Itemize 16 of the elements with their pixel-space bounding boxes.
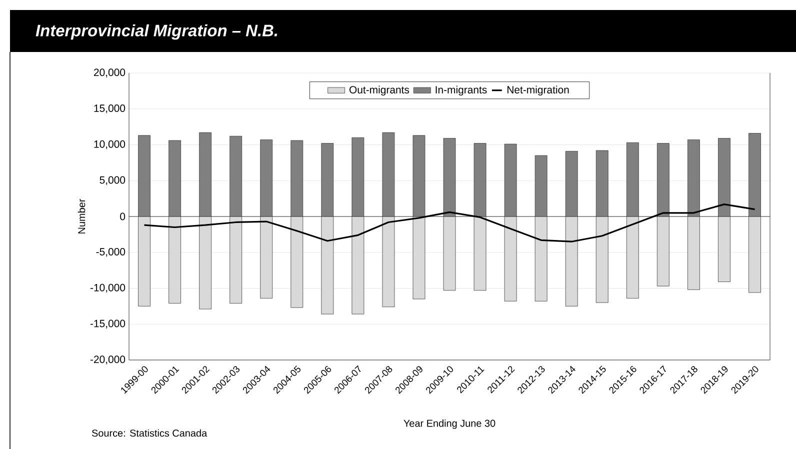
- legend-label: Net-migration: [507, 86, 569, 96]
- legend-label: Out-migrants: [349, 86, 410, 96]
- y-tick-label: 15,000: [94, 104, 126, 114]
- y-tick-label: -15,000: [90, 320, 126, 328]
- legend-label: In-migrants: [436, 86, 487, 96]
- y-axis-title: Number: [78, 198, 86, 234]
- y-tick-label: -10,000: [90, 284, 126, 293]
- y-tick-label: 10,000: [94, 140, 126, 150]
- y-tick-label: 20,000: [94, 68, 126, 78]
- y-tick-label: 5,000: [100, 176, 126, 185]
- chart-title: Interprovincial Migration – N.B.: [36, 24, 278, 40]
- x-axis-title: Year Ending June 30: [404, 420, 496, 429]
- y-tick-label: 0: [120, 212, 126, 220]
- source-note: Source: Statistics Canada: [92, 429, 208, 437]
- y-tick-label: -20,000: [90, 356, 126, 364]
- y-tick-label: -5,000: [96, 248, 126, 257]
